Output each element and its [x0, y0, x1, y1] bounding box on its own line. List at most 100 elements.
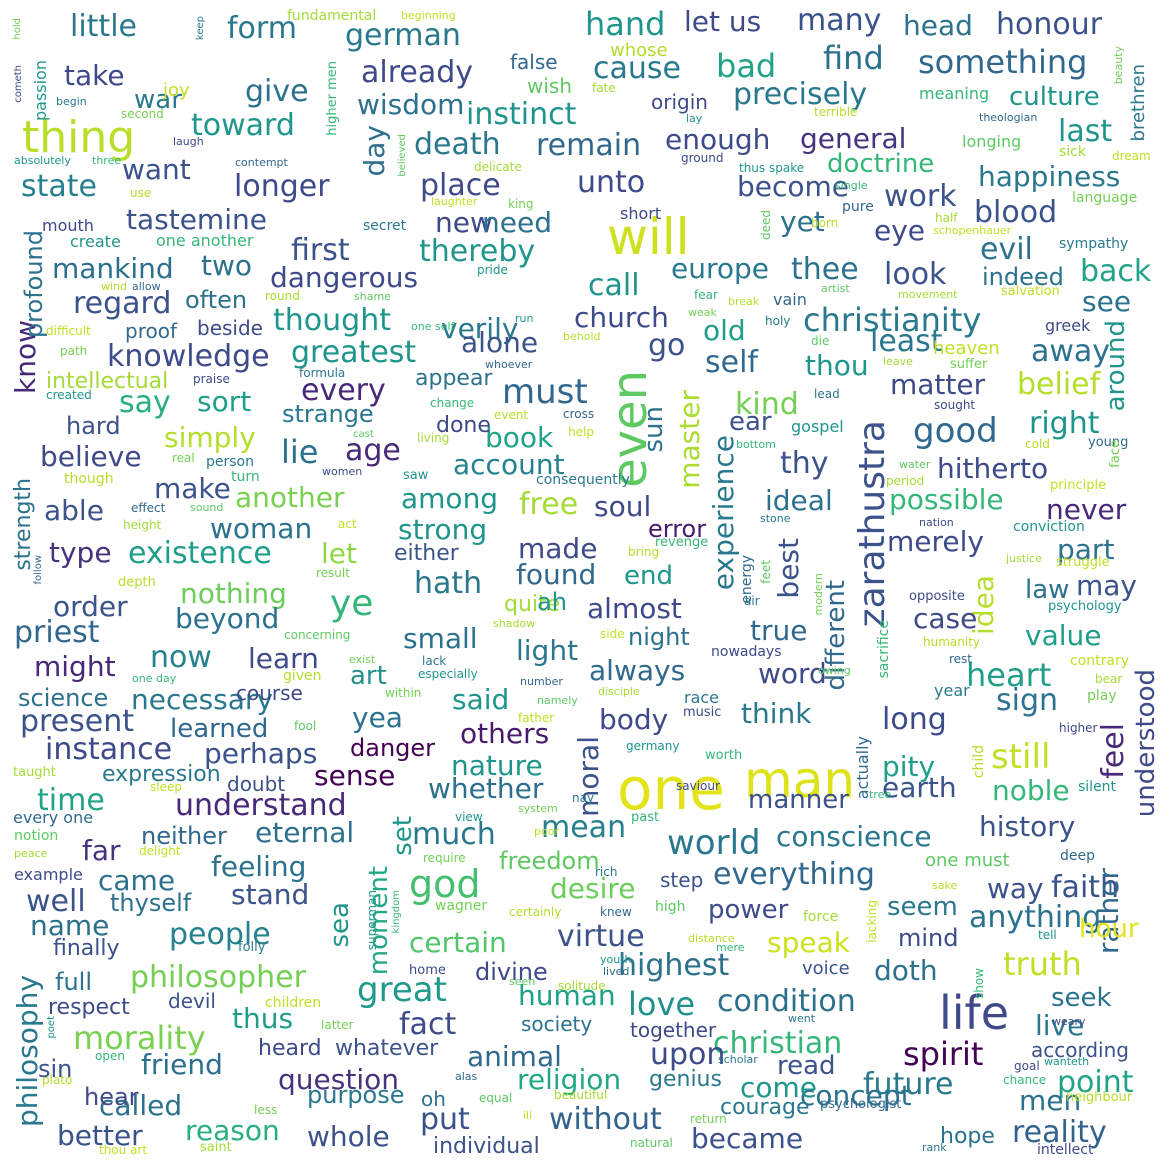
- word-youth: youth: [600, 953, 632, 966]
- word-order: order: [53, 590, 128, 623]
- word-present: present: [20, 704, 135, 739]
- word-europe: europe: [671, 252, 769, 285]
- word-zarathustra: zarathustra: [852, 420, 893, 628]
- word-cast: cast: [353, 429, 374, 440]
- word-bottom: bottom: [736, 438, 776, 451]
- word-another: another: [235, 481, 345, 514]
- word-call: call: [588, 268, 640, 303]
- word-master: master: [673, 390, 706, 489]
- word-ill: ill: [523, 1109, 533, 1122]
- word-part: part: [1057, 533, 1115, 566]
- word-instance: instance: [45, 732, 173, 767]
- word-little: little: [70, 9, 137, 44]
- word-alone: alone: [461, 326, 539, 359]
- word-ideal: ideal: [765, 484, 833, 517]
- word-possible: possible: [889, 483, 1004, 516]
- word-much: much: [412, 817, 496, 852]
- word-path: path: [60, 344, 88, 358]
- word-quite: quite: [504, 592, 561, 617]
- word-existence: existence: [128, 536, 272, 571]
- word-formula: formula: [299, 366, 346, 380]
- word-never: never: [1046, 493, 1127, 526]
- word-period: period: [886, 474, 925, 488]
- word-matter: matter: [890, 368, 986, 401]
- word-among: among: [401, 482, 499, 515]
- word-one-must: one must: [925, 850, 1010, 871]
- word-understand: understand: [175, 788, 347, 823]
- word-bear: bear: [1095, 672, 1123, 686]
- word-christianity: christianity: [803, 301, 982, 339]
- word-meaning: meaning: [919, 84, 990, 103]
- word-toward: toward: [191, 108, 295, 143]
- word-upon: upon: [650, 1037, 726, 1072]
- word-live: live: [1035, 1009, 1085, 1042]
- word-system: system: [518, 802, 558, 815]
- word-kind: kind: [735, 387, 799, 422]
- word-life: life: [939, 986, 1010, 1040]
- word-single: single: [835, 179, 868, 192]
- word-laughter: laughter: [431, 195, 478, 208]
- word-three: three: [92, 154, 122, 167]
- word-doctrine: doctrine: [827, 149, 935, 179]
- word-called: called: [99, 1089, 183, 1122]
- word-fundamental: fundamental: [287, 8, 377, 24]
- word-notion: notion: [14, 828, 59, 844]
- word-old: old: [703, 314, 746, 347]
- word-stone: stone: [760, 512, 791, 525]
- word-death: death: [414, 127, 501, 162]
- word-now: now: [150, 640, 212, 675]
- word-concerning: concerning: [284, 628, 351, 642]
- word-priest: priest: [14, 615, 100, 650]
- word-false: false: [510, 50, 558, 74]
- word-solitude: solitude: [558, 979, 606, 993]
- word-look: look: [884, 257, 947, 292]
- word-require: require: [423, 851, 466, 865]
- word-result: result: [316, 566, 350, 580]
- word-sick: sick: [1059, 144, 1086, 160]
- word-nowadays: nowadays: [711, 644, 782, 660]
- word-yea: yea: [352, 701, 403, 734]
- word-year: year: [934, 681, 970, 700]
- word-simply: simply: [164, 421, 256, 454]
- word-second: second: [121, 107, 164, 121]
- word-manner: manner: [748, 785, 849, 815]
- word-done: done: [436, 413, 491, 438]
- word-understood: understood: [1131, 669, 1161, 818]
- word-struggle: struggle: [1056, 555, 1110, 570]
- word-behold: behold: [563, 330, 601, 343]
- word-necessary: necessary: [131, 683, 274, 716]
- word-human: human: [518, 979, 616, 1012]
- word-help: help: [568, 425, 594, 439]
- word-gospel: gospel: [791, 417, 844, 436]
- word-animal: animal: [467, 1040, 562, 1073]
- word-able: able: [44, 494, 104, 527]
- word-ah: ah: [537, 588, 567, 616]
- word-mind: mind: [898, 924, 959, 952]
- word-eternal: eternal: [255, 816, 355, 849]
- word-especially: especially: [418, 667, 478, 681]
- word-natural: natural: [630, 1136, 673, 1150]
- word-account: account: [453, 448, 565, 481]
- word-said: said: [452, 683, 510, 716]
- word-face: face: [1108, 440, 1123, 468]
- word-weak: weak: [688, 306, 717, 319]
- word-power: power: [708, 895, 789, 925]
- word-experience: experience: [707, 435, 740, 591]
- word-fate: fate: [592, 81, 616, 95]
- word-belief: belief: [1017, 367, 1101, 402]
- word-higher: higher: [1059, 721, 1098, 735]
- word-allow: allow: [132, 280, 161, 293]
- word-within: within: [385, 686, 422, 700]
- word-proof: proof: [125, 319, 177, 343]
- word-folly: folly: [238, 940, 266, 955]
- word-artist: artist: [821, 282, 850, 295]
- word-height: height: [123, 518, 162, 532]
- word-effect: effect: [131, 501, 166, 515]
- word-sin: sin: [38, 1055, 73, 1083]
- word-hath: hath: [414, 566, 483, 601]
- word-home: home: [409, 963, 446, 978]
- word-according: according: [1031, 1038, 1129, 1062]
- word-sort: sort: [197, 385, 252, 418]
- word-higher-men: higher men: [325, 61, 340, 136]
- word-beyond: beyond: [175, 602, 280, 635]
